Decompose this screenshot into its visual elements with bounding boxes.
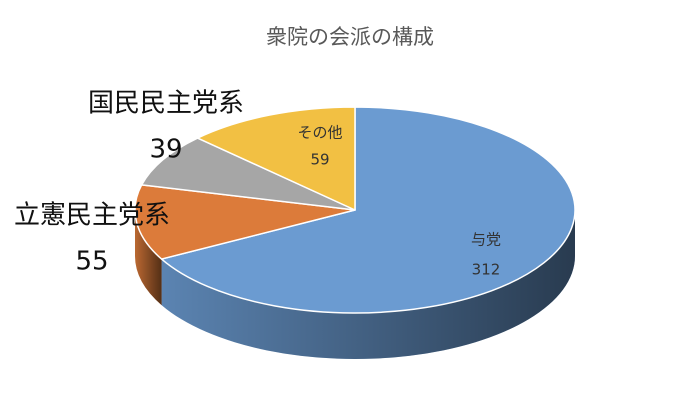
slice-value-label: 55 — [75, 247, 108, 277]
slice-label: 国民民主党系 — [88, 89, 244, 119]
pie — [134, 106, 576, 360]
slice — [196, 106, 356, 211]
slice-value-label: 312 — [472, 261, 501, 279]
slice-side-shade — [161, 210, 575, 360]
slice-label: 立憲民主党系 — [14, 201, 170, 231]
chart-title: 衆院の会派の構成 — [266, 25, 434, 49]
slice — [160, 106, 576, 314]
labels: 与党 312 立憲民主党系 55 国民民主党系 39 その他 59 — [14, 89, 501, 279]
slice-label: 与党 — [471, 231, 501, 249]
slice-value-label: 59 — [310, 151, 329, 169]
slice — [134, 184, 356, 260]
slice — [140, 137, 356, 211]
slice-side-shade — [135, 210, 162, 306]
slice-value-label: 39 — [149, 135, 182, 165]
slice-label: その他 — [297, 124, 342, 142]
